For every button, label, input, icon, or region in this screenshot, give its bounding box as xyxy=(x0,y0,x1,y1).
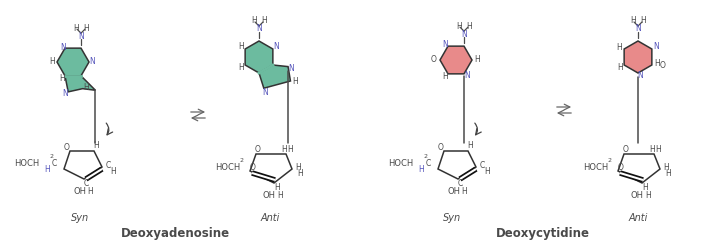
Text: O: O xyxy=(660,61,666,69)
Text: O: O xyxy=(255,145,261,154)
Text: C: C xyxy=(425,159,431,168)
Text: H: H xyxy=(49,58,55,67)
Text: C: C xyxy=(83,179,89,188)
Text: H: H xyxy=(110,166,116,175)
Text: C: C xyxy=(105,160,111,170)
Text: Syn: Syn xyxy=(71,213,89,223)
Text: H: H xyxy=(87,186,93,196)
Text: H: H xyxy=(418,165,424,174)
Text: OH: OH xyxy=(447,186,461,196)
Text: H: H xyxy=(474,54,480,63)
Text: Anti: Anti xyxy=(628,213,648,223)
Polygon shape xyxy=(65,76,95,92)
Text: OH: OH xyxy=(630,191,643,200)
Text: H: H xyxy=(442,72,448,81)
Text: N: N xyxy=(60,43,66,52)
Text: N: N xyxy=(256,25,262,34)
Text: C: C xyxy=(479,160,485,170)
Text: H: H xyxy=(297,168,303,177)
Text: O: O xyxy=(431,55,437,64)
Polygon shape xyxy=(245,41,273,73)
Text: H: H xyxy=(484,166,490,175)
Text: H: H xyxy=(467,141,473,150)
Text: H: H xyxy=(649,145,655,154)
Text: N: N xyxy=(653,43,659,52)
Text: Deoxycytidine: Deoxycytidine xyxy=(496,227,590,241)
Text: H: H xyxy=(293,77,298,86)
Text: N: N xyxy=(635,25,641,34)
Text: 2: 2 xyxy=(424,155,428,159)
Text: H: H xyxy=(654,60,660,69)
Text: Syn: Syn xyxy=(443,213,461,223)
Text: O: O xyxy=(618,164,624,173)
Text: H: H xyxy=(456,22,462,31)
Text: N: N xyxy=(78,32,84,41)
Text: H: H xyxy=(466,22,472,31)
Text: C: C xyxy=(457,179,463,188)
Text: H: H xyxy=(616,43,622,52)
Text: N: N xyxy=(288,64,294,73)
Text: H: H xyxy=(287,145,293,154)
Text: OH: OH xyxy=(74,186,87,196)
Text: H: H xyxy=(274,183,280,192)
Text: HOCH: HOCH xyxy=(583,163,608,172)
Text: N: N xyxy=(89,58,95,67)
Text: C: C xyxy=(51,159,57,168)
Text: 2: 2 xyxy=(240,158,244,164)
Text: H: H xyxy=(295,164,301,173)
Text: H: H xyxy=(645,191,651,200)
Text: HOCH: HOCH xyxy=(388,159,413,168)
Text: H: H xyxy=(630,17,636,26)
Polygon shape xyxy=(624,41,652,73)
Text: H: H xyxy=(640,17,646,26)
Text: H: H xyxy=(239,62,244,71)
Text: O: O xyxy=(250,164,256,173)
Text: H: H xyxy=(665,168,671,177)
Text: N: N xyxy=(262,88,268,97)
Text: H: H xyxy=(239,43,244,52)
Text: H: H xyxy=(251,17,257,26)
Text: HOCH: HOCH xyxy=(214,163,240,172)
Text: 2: 2 xyxy=(50,155,54,159)
Text: Deoxyadenosine: Deoxyadenosine xyxy=(121,227,229,241)
Polygon shape xyxy=(440,46,472,74)
Text: O: O xyxy=(64,142,70,151)
Polygon shape xyxy=(259,65,290,88)
Text: H: H xyxy=(642,183,648,192)
Polygon shape xyxy=(57,48,89,76)
Text: H: H xyxy=(281,145,287,154)
Text: N: N xyxy=(461,30,467,39)
Text: H: H xyxy=(73,24,79,33)
Text: N: N xyxy=(442,40,448,49)
Text: N: N xyxy=(464,71,470,80)
Text: O: O xyxy=(438,142,444,151)
Text: H: H xyxy=(461,186,467,196)
Text: OH: OH xyxy=(263,191,275,200)
Text: H: H xyxy=(84,83,89,92)
Text: O: O xyxy=(623,145,629,154)
Text: 2: 2 xyxy=(608,158,612,164)
Text: H: H xyxy=(617,62,623,71)
Text: N: N xyxy=(637,71,643,80)
Text: H: H xyxy=(663,164,669,173)
Text: H: H xyxy=(44,165,50,174)
Text: H: H xyxy=(59,74,65,83)
Text: H: H xyxy=(261,17,267,26)
Text: HOCH: HOCH xyxy=(13,159,39,168)
Text: H: H xyxy=(655,145,661,154)
Text: H: H xyxy=(277,191,283,200)
Text: H: H xyxy=(83,24,89,33)
Text: N: N xyxy=(273,43,279,52)
Text: H: H xyxy=(93,141,99,150)
Text: Anti: Anti xyxy=(261,213,280,223)
Text: N: N xyxy=(62,89,68,98)
